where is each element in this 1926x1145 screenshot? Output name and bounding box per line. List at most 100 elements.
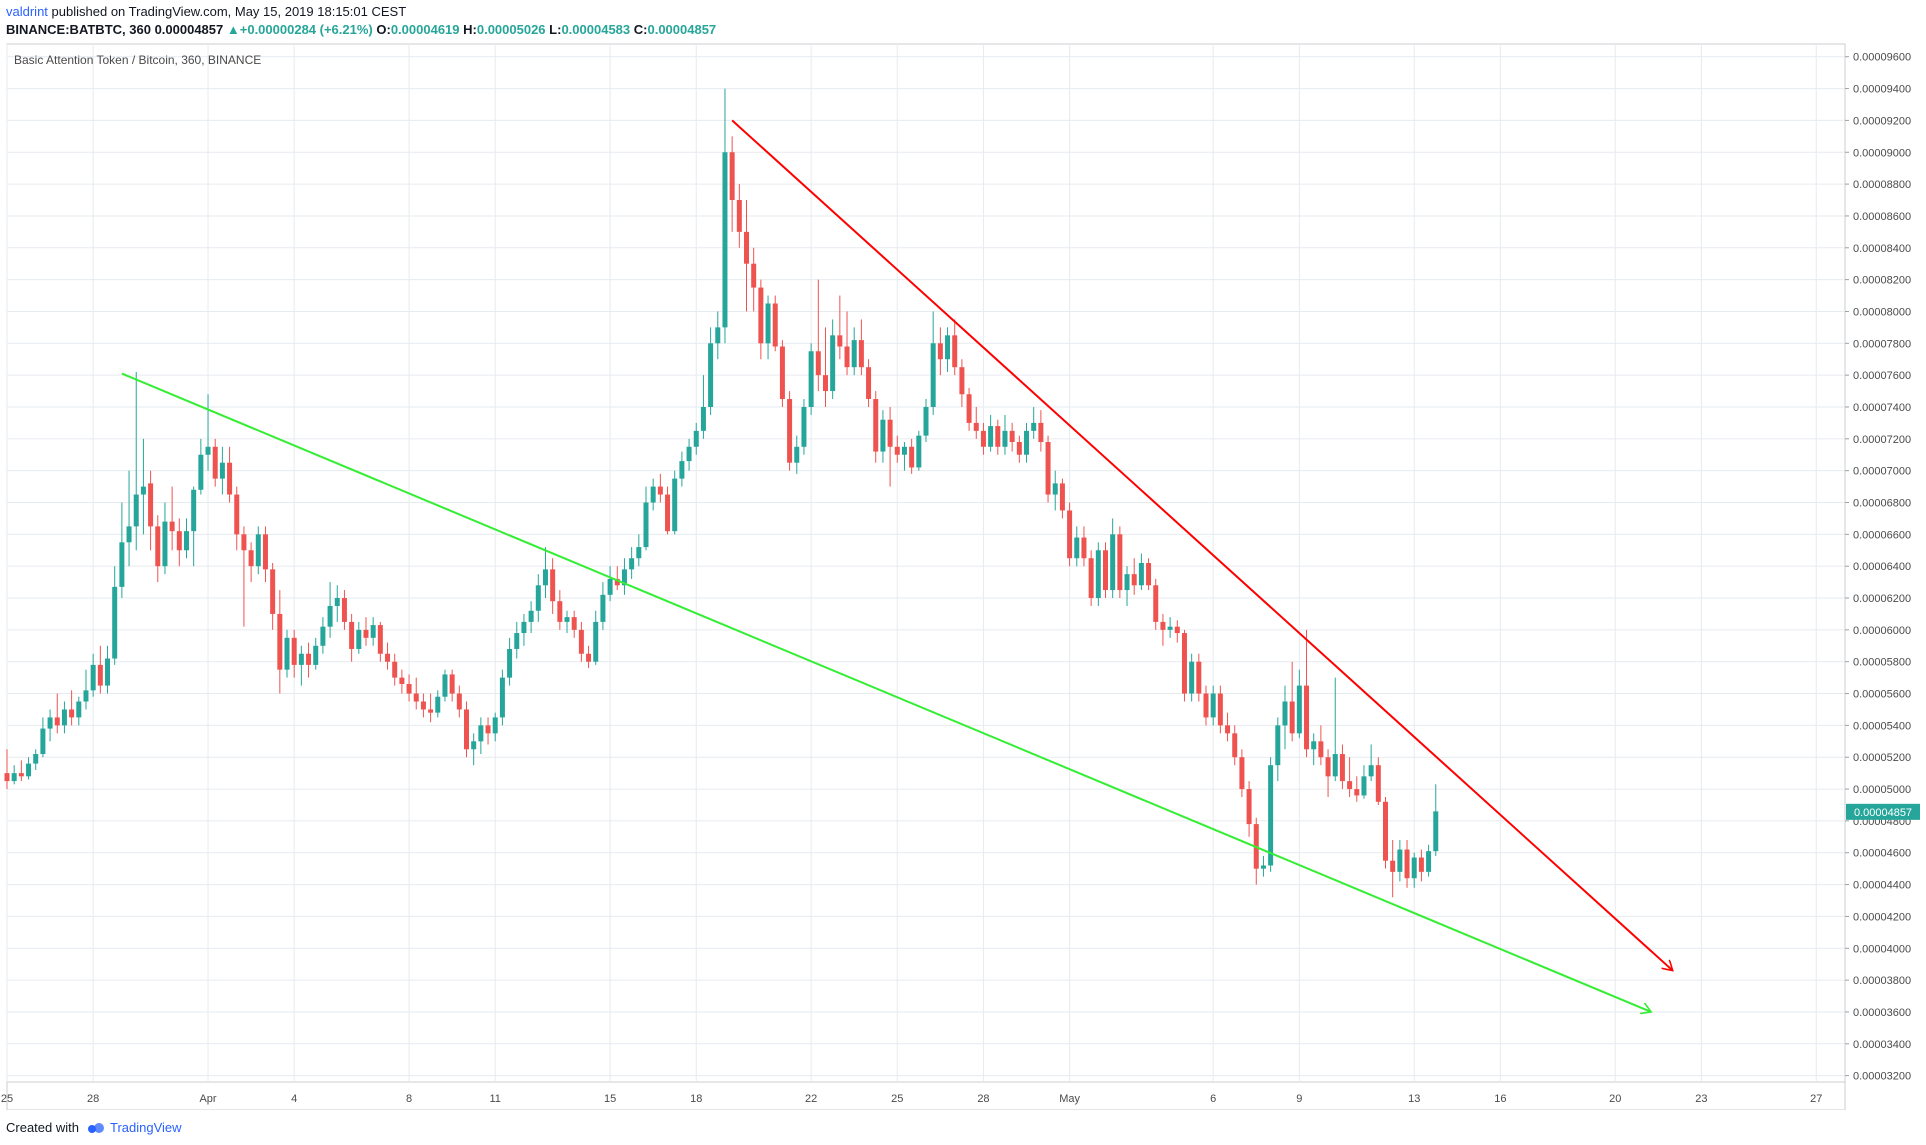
candle[interactable] (779, 340, 785, 407)
candle[interactable] (105, 645, 111, 694)
candle[interactable] (234, 486, 240, 551)
candle[interactable] (456, 685, 462, 718)
candle[interactable] (686, 438, 692, 471)
candle[interactable] (1418, 849, 1424, 882)
candle[interactable] (564, 610, 570, 634)
candle[interactable] (822, 327, 828, 407)
candle[interactable] (54, 693, 60, 734)
candle[interactable] (729, 136, 735, 232)
candle[interactable] (722, 88, 728, 344)
candle[interactable] (1368, 744, 1374, 782)
candle[interactable] (930, 311, 936, 415)
candle[interactable] (11, 765, 17, 785)
candle[interactable] (629, 547, 635, 579)
candle[interactable] (385, 642, 391, 670)
candle[interactable] (1088, 550, 1094, 606)
candle[interactable] (277, 590, 283, 694)
candle[interactable] (550, 558, 556, 614)
candle[interactable] (313, 637, 319, 670)
candle[interactable] (1225, 712, 1231, 742)
candle[interactable] (90, 653, 96, 697)
candle[interactable] (787, 391, 793, 471)
candle[interactable] (858, 319, 864, 376)
candle[interactable] (1325, 749, 1331, 798)
candle[interactable] (801, 399, 807, 455)
candle[interactable] (1016, 435, 1022, 463)
candle[interactable] (1390, 840, 1396, 898)
candle[interactable] (744, 200, 750, 312)
author-link[interactable]: valdrint (6, 4, 48, 19)
candle[interactable] (1260, 855, 1266, 877)
candle[interactable] (679, 451, 685, 487)
candle[interactable] (284, 629, 290, 678)
candle[interactable] (909, 438, 915, 474)
candle[interactable] (69, 690, 75, 726)
candle[interactable] (995, 419, 1001, 455)
candle[interactable] (693, 422, 699, 455)
candle[interactable] (945, 327, 951, 372)
candle[interactable] (830, 319, 836, 400)
candle[interactable] (1332, 677, 1338, 782)
trendlines[interactable] (121, 119, 1673, 1012)
candle[interactable] (514, 621, 520, 659)
candle[interactable] (571, 610, 577, 638)
candle[interactable] (1433, 784, 1439, 856)
candle[interactable] (183, 518, 189, 559)
candle[interactable] (1002, 414, 1008, 455)
candle[interactable] (1174, 620, 1180, 643)
candle[interactable] (1203, 685, 1209, 726)
candle[interactable] (306, 642, 312, 678)
candle[interactable] (643, 486, 649, 551)
candle[interactable] (1275, 717, 1281, 782)
candle[interactable] (449, 669, 455, 702)
candle[interactable] (478, 717, 484, 755)
candle[interactable] (1067, 502, 1073, 567)
candle[interactable] (607, 566, 613, 602)
candle[interactable] (751, 247, 757, 312)
candle[interactable] (413, 677, 419, 710)
candle[interactable] (808, 343, 814, 415)
candle[interactable] (1361, 765, 1367, 799)
candle[interactable] (1160, 613, 1166, 646)
candle[interactable] (614, 566, 620, 591)
candle[interactable] (499, 669, 505, 726)
candle[interactable] (492, 712, 498, 742)
candle[interactable] (657, 473, 663, 503)
candle[interactable] (980, 422, 986, 455)
candle[interactable] (1124, 566, 1130, 606)
candle[interactable] (205, 394, 211, 471)
candle[interactable] (349, 613, 355, 662)
candle[interactable] (894, 435, 900, 463)
candle[interactable] (392, 653, 398, 686)
candle[interactable] (1189, 653, 1195, 702)
candle[interactable] (794, 435, 800, 474)
candle[interactable] (40, 717, 46, 758)
candle[interactable] (119, 502, 125, 599)
candle[interactable] (198, 438, 204, 495)
candle[interactable] (212, 438, 218, 487)
candle[interactable] (1282, 685, 1288, 750)
candle[interactable] (521, 613, 527, 646)
candle[interactable] (435, 690, 441, 718)
support-trendline[interactable] (121, 372, 1651, 1012)
candle[interactable] (966, 387, 972, 431)
candle[interactable] (1239, 749, 1245, 798)
candle[interactable] (262, 526, 268, 583)
candle[interactable] (1045, 435, 1051, 503)
candle[interactable] (1038, 410, 1044, 452)
candle[interactable] (1081, 526, 1087, 567)
candle[interactable] (1383, 797, 1388, 869)
candle[interactable] (901, 442, 907, 471)
candle[interactable] (1131, 558, 1137, 595)
candle[interactable] (665, 486, 671, 535)
candle[interactable] (1181, 629, 1187, 702)
candle[interactable] (420, 693, 426, 718)
candle[interactable] (873, 391, 879, 463)
candle[interactable] (291, 629, 297, 678)
candle[interactable] (600, 582, 606, 630)
candle[interactable] (952, 319, 958, 376)
candle[interactable] (406, 674, 412, 702)
candle[interactable] (1095, 542, 1101, 606)
candle[interactable] (485, 717, 491, 745)
candle[interactable] (1426, 844, 1432, 877)
